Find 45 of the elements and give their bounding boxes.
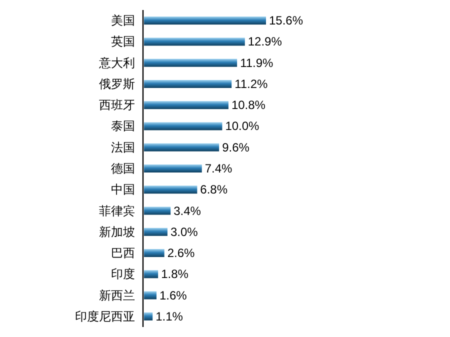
y-tick-label: 俄罗斯	[99, 76, 135, 91]
data-label: 1.6%	[160, 288, 188, 302]
y-tick-label: 新西兰	[99, 288, 135, 302]
data-label: 15.6%	[269, 14, 304, 28]
bar	[144, 186, 198, 194]
bar	[144, 270, 158, 278]
bar	[144, 291, 157, 300]
data-label: 10.0%	[225, 119, 260, 134]
data-label: 1.1%	[156, 309, 184, 324]
data-label: 11.9%	[240, 56, 274, 70]
y-tick-label: 菲律宾	[99, 204, 135, 218]
bar	[144, 101, 228, 110]
data-label: 1.8%	[161, 267, 189, 282]
y-tick-label: 法国	[111, 140, 135, 154]
y-tick-label: 意大利	[98, 56, 135, 70]
y-tick-label: 德国	[111, 162, 135, 176]
data-label: 6.8%	[200, 182, 228, 197]
y-tick-label: 巴西	[111, 246, 135, 260]
bar	[144, 312, 153, 320]
bar	[144, 58, 238, 67]
bar	[144, 206, 171, 215]
y-tick-label: 西班牙	[99, 98, 135, 112]
bar	[144, 80, 232, 88]
bar	[144, 228, 168, 236]
y-tick-label: 印度尼西亚	[75, 309, 135, 324]
bar	[144, 164, 202, 172]
bar	[144, 143, 220, 152]
data-label: 3.4%	[174, 204, 202, 218]
data-label: 10.8%	[231, 98, 266, 112]
y-tick-label: 美国	[111, 14, 135, 28]
data-label: 7.4%	[204, 162, 233, 176]
bar	[144, 249, 164, 258]
y-tick-label: 印度	[111, 267, 135, 282]
data-label: 3.0%	[170, 224, 198, 239]
data-label: 9.6%	[222, 140, 250, 154]
y-tick-label: 新加坡	[99, 224, 135, 239]
bar	[144, 38, 245, 46]
data-label: 12.9%	[248, 34, 282, 49]
bar	[144, 16, 266, 25]
y-tick-label: 中国	[111, 182, 135, 197]
bar	[144, 122, 222, 130]
y-tick-label: 泰国	[111, 119, 135, 134]
data-label: 2.6%	[167, 246, 196, 260]
y-tick-label: 英国	[111, 34, 135, 49]
data-label: 11.2%	[234, 76, 268, 91]
